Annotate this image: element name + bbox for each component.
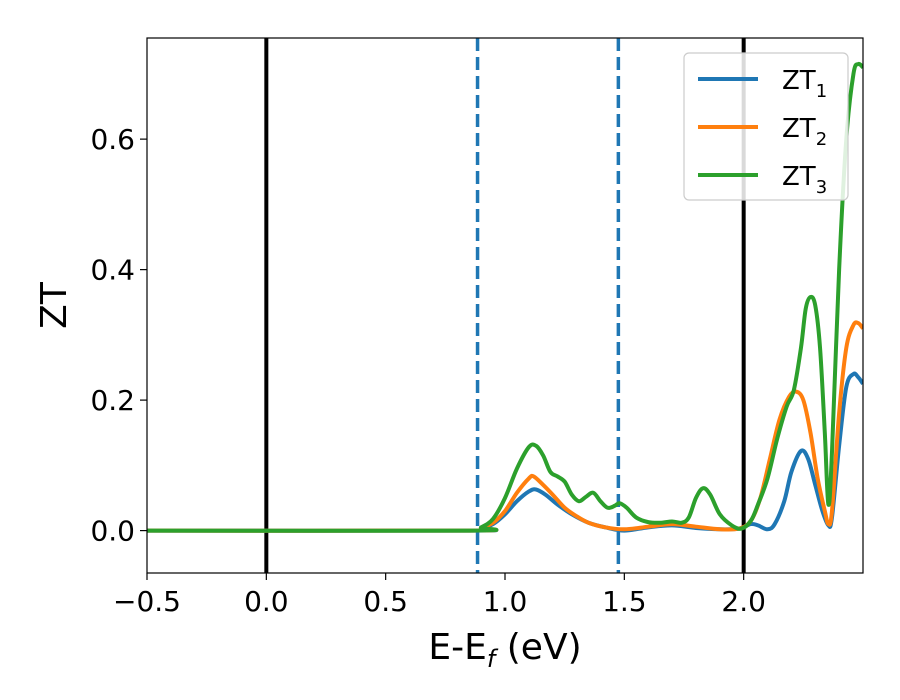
x-tick-label: 0.5: [363, 585, 408, 618]
legend: ZT1 ZT2 ZT3: [683, 52, 849, 201]
x-axis: −0.5 0.0 0.5 1.0 1.5 2.0: [113, 573, 766, 618]
series-line-zt3: [147, 61, 863, 533]
legend-label-zt3: ZT3: [782, 162, 827, 198]
y-axis: 0.0 0.2 0.4 0.6: [90, 123, 147, 548]
x-tick-label: 1.5: [602, 585, 647, 618]
x-axis-title-unit: (eV): [495, 627, 581, 668]
y-tick-label: 0.4: [90, 254, 135, 287]
legend-box: [683, 52, 849, 201]
x-axis-title-main: E-E: [428, 627, 486, 668]
x-tick-label: 2.0: [721, 585, 766, 618]
series-line-zt2: [147, 320, 863, 533]
y-tick-label: 0.6: [90, 123, 135, 156]
y-tick-label: 0.2: [90, 384, 135, 417]
y-tick-label: 0.0: [90, 515, 135, 548]
x-axis-title: E-Ef (eV): [428, 627, 581, 673]
series-layer: [147, 61, 863, 533]
x-tick-label: 0.0: [244, 585, 289, 618]
reference-lines: [264, 38, 746, 573]
x-tick-label: 1.0: [483, 585, 528, 618]
legend-label-zt2: ZT2: [782, 114, 827, 150]
legend-label-zt1: ZT1: [782, 66, 827, 102]
x-tick-label: −0.5: [113, 585, 181, 618]
y-axis-title: ZT: [34, 281, 75, 329]
